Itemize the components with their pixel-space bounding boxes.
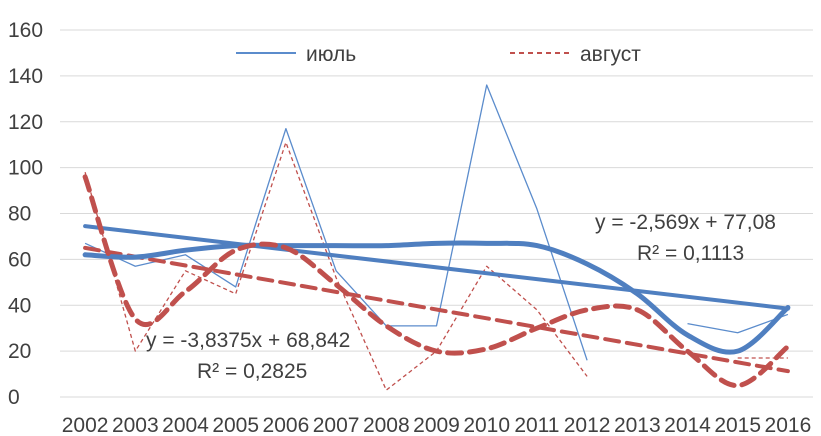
grid — [60, 29, 813, 398]
trend-r2-july: R² = 0,1113 — [637, 242, 744, 265]
legend: июль август — [236, 43, 641, 66]
x-tick-label: 2006 — [263, 414, 310, 436]
x-tick-label: 2010 — [463, 414, 510, 436]
series-line-0 — [84, 84, 588, 361]
y-tick-label: 140 — [8, 65, 43, 88]
x-tick-label: 2013 — [614, 414, 661, 436]
x-tick-label: 2002 — [62, 414, 109, 436]
x-axis-ticks: 2002 2003 2004 2005 2006 2007 2008 2009 2010 2011… — [62, 414, 812, 436]
x-tick-label: 2004 — [162, 414, 209, 436]
y-tick-label: 60 — [8, 248, 31, 271]
x-tick-label: 2003 — [112, 414, 159, 436]
y-tick-label: 20 — [8, 340, 31, 363]
trendline-poly-2 — [82, 240, 791, 355]
trendline-linear-1 — [83, 245, 790, 374]
trend-r2-august: R² = 0,2825 — [197, 360, 307, 383]
series-line-0 — [687, 313, 789, 334]
y-tick-label: 0 — [8, 386, 20, 409]
trend-equation-july: y = -2,569x + 77,08 — [595, 211, 776, 234]
trendline-poly-3 — [82, 174, 791, 389]
x-tick-label: 2012 — [564, 414, 611, 436]
x-tick-label: 2016 — [765, 414, 812, 436]
trend-equation-august: y = -3,8375x + 68,842 — [146, 329, 350, 352]
x-tick-label: 2014 — [664, 414, 711, 436]
series-lines — [84, 84, 789, 391]
series-line-1 — [84, 141, 588, 391]
y-tick-label: 100 — [8, 157, 43, 180]
x-tick-label: 2015 — [714, 414, 761, 436]
x-tick-label: 2007 — [313, 414, 360, 436]
y-tick-label: 160 — [8, 19, 43, 42]
x-tick-label: 2009 — [413, 414, 460, 436]
y-tick-label: 40 — [8, 294, 31, 317]
trendline-linear-0 — [83, 224, 790, 311]
x-tick-label: 2008 — [363, 414, 410, 436]
x-tick-label: 2011 — [514, 414, 559, 436]
trendlines — [82, 174, 791, 389]
y-tick-label: 80 — [8, 203, 31, 226]
trend-equations: y = -2,569x + 77,08 R² = 0,1113 y = -3,8… — [146, 211, 776, 383]
legend-label-july: июль — [306, 43, 356, 66]
y-axis-ticks: 0 20 40 60 80 100 120 140 160 — [8, 19, 43, 409]
x-tick-label: 2005 — [212, 414, 259, 436]
legend-label-august: август — [580, 43, 641, 66]
y-tick-label: 120 — [8, 111, 43, 134]
